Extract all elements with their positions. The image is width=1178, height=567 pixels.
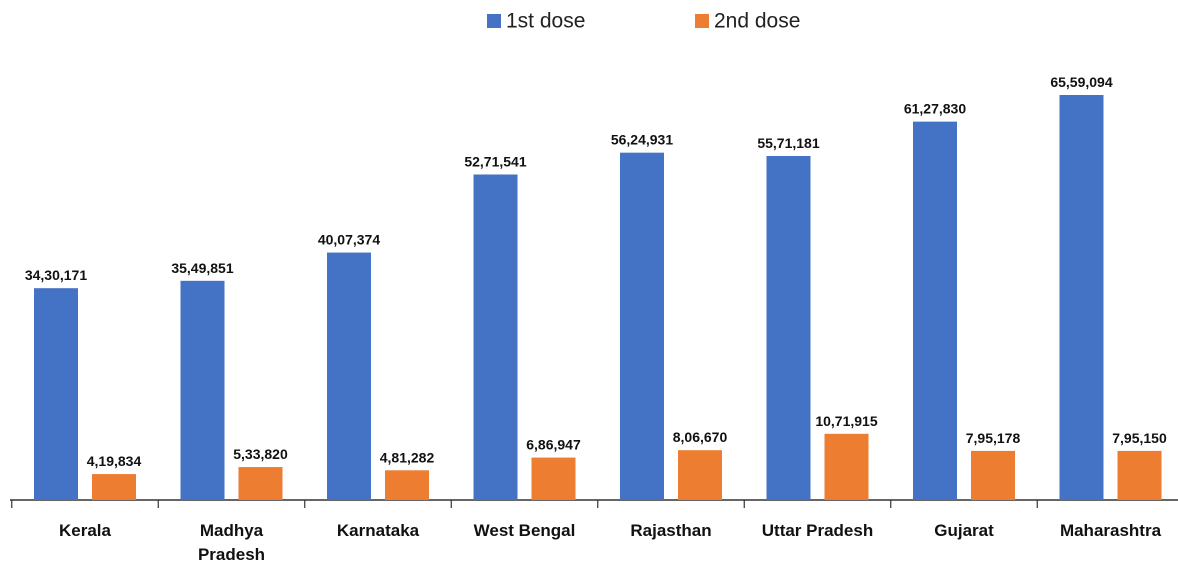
bar xyxy=(1060,95,1104,500)
x-tick-label: West Bengal xyxy=(452,519,598,543)
data-label: 10,71,915 xyxy=(815,413,877,429)
data-label: 7,95,178 xyxy=(966,430,1021,446)
x-tick-label: Uttar Pradesh xyxy=(745,519,891,543)
bar xyxy=(620,153,664,500)
data-label: 4,81,282 xyxy=(380,449,435,465)
bar xyxy=(825,434,869,500)
bar xyxy=(678,450,722,500)
data-label: 5,33,820 xyxy=(233,446,288,462)
bar xyxy=(474,175,518,500)
x-tick-label: Rajasthan xyxy=(598,519,744,543)
legend-label: 2nd dose xyxy=(714,10,800,33)
data-label: 6,86,947 xyxy=(526,437,581,453)
data-label: 55,71,181 xyxy=(757,135,819,151)
legend-swatch xyxy=(695,14,709,28)
data-label: 8,06,670 xyxy=(673,429,728,445)
bar xyxy=(92,474,136,500)
bar xyxy=(971,451,1015,500)
x-tick-label: Madhya Pradesh xyxy=(159,519,305,567)
bar xyxy=(532,458,576,500)
bar xyxy=(385,470,429,500)
x-tick-label: Maharashtra xyxy=(1038,519,1178,543)
data-label: 4,19,834 xyxy=(87,453,142,469)
x-tick-label: Karnataka xyxy=(305,519,451,543)
data-label: 61,27,830 xyxy=(904,101,966,117)
bar xyxy=(239,467,283,500)
data-label: 52,71,541 xyxy=(464,154,526,170)
legend-swatch xyxy=(487,14,501,28)
data-label: 34,30,171 xyxy=(25,267,87,283)
data-label: 35,49,851 xyxy=(171,260,233,276)
bar xyxy=(181,281,225,500)
bar xyxy=(34,288,78,500)
bar xyxy=(913,122,957,500)
legend-label: 1st dose xyxy=(506,10,585,33)
data-label: 65,59,094 xyxy=(1050,74,1112,90)
bar xyxy=(767,156,811,500)
x-tick-label: Kerala xyxy=(12,519,158,543)
data-label: 40,07,374 xyxy=(318,232,380,248)
data-label: 7,95,150 xyxy=(1112,430,1167,446)
bar xyxy=(1118,451,1162,500)
bar xyxy=(327,253,371,500)
data-label: 56,24,931 xyxy=(611,132,673,148)
x-tick-label: Gujarat xyxy=(891,519,1037,543)
